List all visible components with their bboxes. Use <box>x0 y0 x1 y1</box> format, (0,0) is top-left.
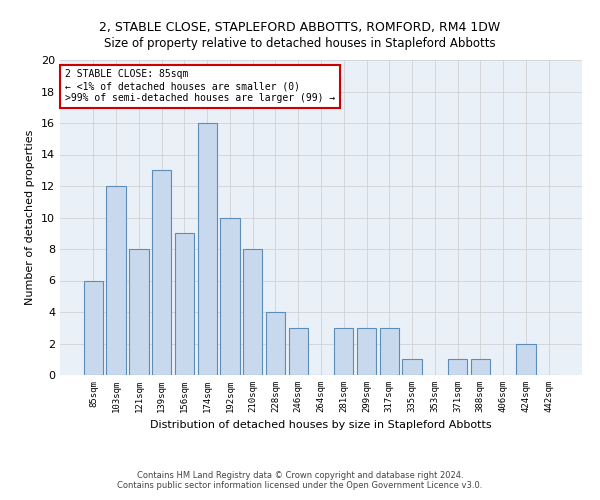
Bar <box>175 233 194 375</box>
Text: 2, STABLE CLOSE, STAPLEFORD ABBOTTS, ROMFORD, RM4 1DW: 2, STABLE CLOSE, STAPLEFORD ABBOTTS, ROM… <box>100 21 500 34</box>
Bar <box>470 359 490 375</box>
Bar <box>106 186 126 375</box>
X-axis label: Distribution of detached houses by size in Stapleford Abbotts: Distribution of detached houses by size … <box>150 420 492 430</box>
Bar <box>403 359 422 375</box>
Bar <box>357 328 376 375</box>
Bar <box>516 344 536 375</box>
Bar <box>84 280 103 375</box>
Bar <box>266 312 285 375</box>
Text: Contains HM Land Registry data © Crown copyright and database right 2024.
Contai: Contains HM Land Registry data © Crown c… <box>118 470 482 490</box>
Bar <box>448 359 467 375</box>
Y-axis label: Number of detached properties: Number of detached properties <box>25 130 35 305</box>
Bar <box>380 328 399 375</box>
Bar <box>289 328 308 375</box>
Bar <box>334 328 353 375</box>
Bar <box>197 123 217 375</box>
Bar <box>152 170 172 375</box>
Text: 2 STABLE CLOSE: 85sqm
← <1% of detached houses are smaller (0)
>99% of semi-deta: 2 STABLE CLOSE: 85sqm ← <1% of detached … <box>65 70 335 102</box>
Text: Size of property relative to detached houses in Stapleford Abbotts: Size of property relative to detached ho… <box>104 38 496 51</box>
Bar <box>220 218 239 375</box>
Bar <box>129 249 149 375</box>
Bar <box>243 249 262 375</box>
